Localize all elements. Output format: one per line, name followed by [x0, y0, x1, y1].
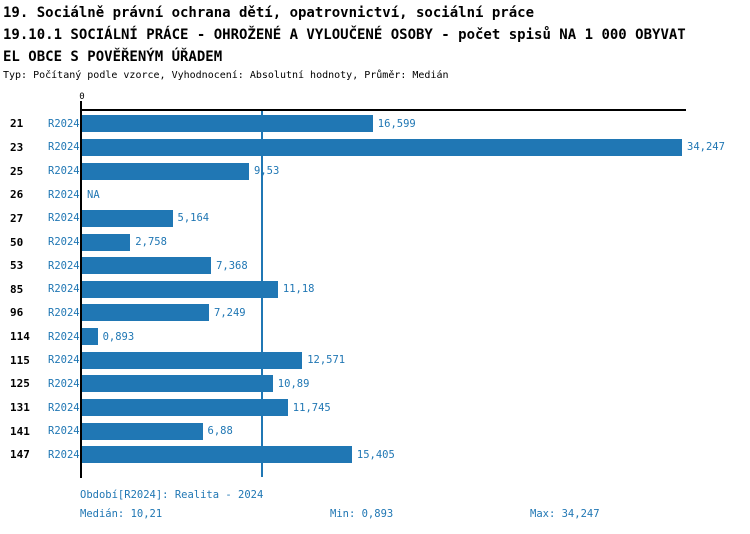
chart-row: 147 R2024 15,405 [0, 443, 750, 467]
bar-value-label: 0,893 [102, 330, 135, 343]
row-series-label: R2024 [48, 401, 80, 414]
row-category-label: 23 [10, 140, 24, 154]
bar-value-label: 10,89 [277, 377, 310, 390]
bar [82, 233, 131, 251]
footer-period: Období[R2024]: Realita - 2024 [80, 489, 264, 501]
bar [82, 280, 278, 298]
bar-value-label: NA [87, 188, 100, 201]
row-series-label: R2024 [48, 330, 80, 343]
chart-row: 141 R2024 6,88 [0, 419, 750, 443]
chart-row: 131 R2024 11,745 [0, 396, 750, 420]
bar-value-label: 16,599 [377, 117, 416, 130]
row-category-label: 131 [10, 401, 30, 414]
footer-min: Min: 0,893 [330, 508, 394, 520]
row-series-label: R2024 [48, 259, 80, 272]
row-category-label: 27 [10, 211, 24, 225]
bar-rows: 21 R2024 16,599 23 R2024 34,247 25 R2024 [0, 112, 750, 467]
bar [82, 304, 209, 322]
bar-value-label: 2,758 [135, 236, 167, 249]
axis-vertical-line [80, 109, 82, 478]
row-series-label: R2024 [48, 141, 80, 154]
chart-row: 25 R2024 9,53 [0, 159, 750, 183]
axis-top-line [81, 109, 686, 111]
bar [82, 209, 173, 227]
bar-value-label: 11,18 [282, 283, 315, 296]
chart-row: 85 R2024 11,18 [0, 277, 750, 301]
chart-row: 26 R2024 NA [0, 183, 750, 207]
axis-zero-label: 0 [79, 92, 85, 102]
row-category-label: 147 [10, 448, 30, 462]
row-category-label: 115 [10, 353, 30, 367]
bar-value-label: 5,164 [177, 212, 210, 225]
bar [82, 162, 249, 180]
footer-median: Medián: 10,21 [80, 508, 163, 520]
report-subtitle-line2: EL OBCE S POVĚŘENÝM ÚŘADEM [3, 49, 223, 65]
bar-value-label: 12,571 [307, 354, 346, 367]
bar [82, 257, 212, 275]
row-series-label: R2024 [48, 283, 80, 296]
row-category-label: 26 [10, 188, 24, 202]
bar [82, 399, 288, 416]
row-category-label: 50 [10, 235, 24, 249]
bar-value-label: 6,88 [207, 425, 233, 438]
bar [82, 375, 273, 393]
bar [82, 422, 203, 440]
chart-row: 23 R2024 34,247 [0, 136, 750, 160]
bar-value-label: 7,249 [214, 306, 246, 319]
row-series-label: R2024 [48, 377, 80, 390]
bar-value-label: 34,247 [687, 141, 725, 154]
report-meta: Typ: Počítaný podle vzorce, Vyhodnocení:… [3, 70, 449, 81]
bar-value-label: 9,53 [254, 165, 280, 178]
row-category-label: 25 [10, 164, 24, 178]
row-series-label: R2024 [48, 306, 80, 319]
bar-value-label: 15,405 [356, 448, 395, 461]
chart-row: 50 R2024 2,758 [0, 230, 750, 254]
chart-row: 27 R2024 5,164 [0, 207, 750, 231]
bar-value-label: 7,368 [216, 259, 248, 272]
bar [82, 115, 373, 133]
axis-zero-tick [80, 101, 82, 110]
row-category-label: 53 [10, 259, 24, 273]
bar [82, 446, 352, 464]
report-subtitle-line1: 19.10.1 SOCIÁLNÍ PRÁCE - OHROŽENÉ A VYLO… [3, 27, 686, 43]
chart-row: 125 R2024 10,89 [0, 372, 750, 396]
row-category-label: 114 [10, 330, 30, 344]
row-series-label: R2024 [48, 236, 80, 249]
row-category-label: 96 [10, 306, 24, 320]
bar [82, 328, 98, 346]
chart-row: 115 R2024 12,571 [0, 348, 750, 372]
row-series-label: R2024 [48, 448, 80, 461]
row-series-label: R2024 [48, 188, 80, 201]
chart-row: 96 R2024 7,249 [0, 301, 750, 325]
row-category-label: 21 [10, 117, 24, 131]
chart-row: 21 R2024 16,599 [0, 112, 750, 136]
row-series-label: R2024 [48, 212, 80, 225]
row-category-label: 141 [10, 424, 30, 438]
row-series-label: R2024 [48, 165, 80, 178]
report-title: 19. Sociálně právní ochrana dětí, opatro… [3, 5, 535, 21]
row-category-label: 125 [10, 377, 30, 391]
row-category-label: 85 [10, 282, 24, 296]
report-header: 19. Sociálně právní ochrana dětí, opatro… [3, 2, 750, 81]
bar [82, 351, 303, 369]
row-series-label: R2024 [48, 354, 80, 367]
chart-row: 53 R2024 7,368 [0, 254, 750, 278]
row-series-label: R2024 [48, 425, 80, 438]
bar [82, 138, 682, 156]
bar-value-label: 11,745 [292, 401, 331, 414]
footer-max: Max: 34,247 [530, 508, 600, 520]
row-series-label: R2024 [48, 117, 80, 130]
chart-row: 114 R2024 0,893 [0, 325, 750, 349]
